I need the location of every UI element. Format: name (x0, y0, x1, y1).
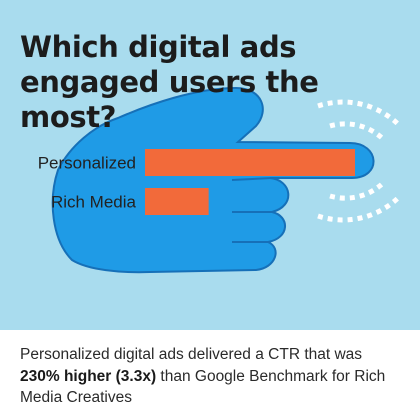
caption-tail: than Google Benchmark for Rich Media Cre… (20, 367, 386, 407)
category-label-rich-media: Rich Media (51, 193, 137, 212)
infographic-panel: Personalized Rich Media Which digital ads… (0, 0, 420, 330)
category-label-personalized: Personalized (38, 154, 136, 173)
caption-text: Personalized digital ads delivered a CTR… (20, 344, 400, 409)
caption-panel: Personalized digital ads delivered a CTR… (0, 330, 420, 420)
caption-lead: Personalized digital ads delivered a CTR… (20, 346, 363, 363)
bar-personalized (145, 149, 355, 176)
pointing-hand-icon (51, 86, 375, 274)
bar-rich-media (145, 188, 209, 215)
caption-highlight: 230% higher (3.3x) (20, 367, 157, 385)
chart-title: Which digital ads engaged users the most… (20, 30, 319, 134)
chart-canvas: Personalized Rich Media (38, 86, 400, 274)
radio-waves-icon (317, 99, 400, 223)
